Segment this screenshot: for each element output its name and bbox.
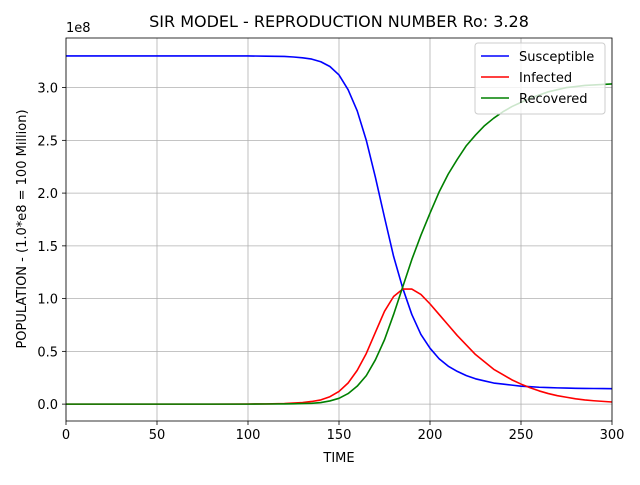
x-tick-label: 100: [236, 428, 261, 443]
y-tick-label: 2.5: [37, 134, 58, 149]
chart-title: SIR MODEL - REPRODUCTION NUMBER Ro: 3.28: [149, 12, 529, 31]
y-axis-offset-label: 1e8: [66, 21, 91, 36]
y-tick-label: 2.0: [37, 187, 58, 202]
x-tick-label: 250: [509, 428, 534, 443]
x-tick-label: 50: [149, 428, 166, 443]
y-axis-label: POPULATION - (1.0*e8 = 100 Million): [15, 109, 30, 348]
legend-label-infected: Infected: [519, 71, 572, 86]
y-tick-label: 0.5: [37, 345, 58, 360]
y-tick-label: 1.0: [37, 293, 58, 308]
y-tick-label: 3.0: [37, 82, 58, 97]
y-tick-label: 0.0: [37, 398, 58, 413]
y-tick-label: 1.5: [37, 240, 58, 255]
x-tick-label: 200: [418, 428, 443, 443]
x-tick-label: 150: [327, 428, 352, 443]
series-line-susceptible: [66, 55, 613, 390]
x-axis-ticks: 0 50 100 150 200 250 300: [62, 421, 625, 443]
y-axis-ticks: 0.0 0.5 1.0 1.5 2.0 2.5 3.0: [37, 82, 66, 413]
legend-label-recovered: Recovered: [519, 92, 588, 107]
legend: Susceptible Infected Recovered: [474, 42, 606, 115]
x-axis-label: TIME: [322, 451, 354, 466]
legend-label-susceptible: Susceptible: [519, 50, 594, 65]
legend-box: [474, 42, 606, 115]
x-tick-label: 0: [62, 428, 70, 443]
x-tick-label: 300: [600, 428, 625, 443]
